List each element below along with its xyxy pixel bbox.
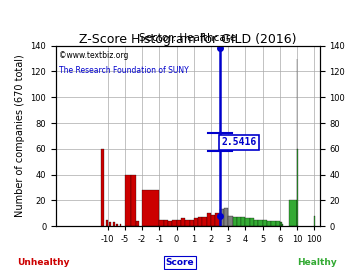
Bar bbox=[281, 222, 282, 226]
Bar bbox=[181, 218, 185, 226]
Bar bbox=[142, 190, 159, 226]
Text: The Research Foundation of SUNY: The Research Foundation of SUNY bbox=[59, 66, 188, 75]
Bar bbox=[215, 213, 220, 226]
Bar bbox=[113, 222, 114, 226]
Bar bbox=[185, 220, 189, 226]
Bar bbox=[258, 220, 263, 226]
Bar bbox=[241, 217, 246, 226]
Bar bbox=[211, 215, 215, 226]
Bar bbox=[224, 208, 228, 226]
Bar bbox=[198, 217, 202, 226]
Bar bbox=[202, 217, 207, 226]
Bar bbox=[246, 218, 250, 226]
Bar bbox=[233, 217, 237, 226]
Bar bbox=[106, 220, 108, 226]
Bar bbox=[125, 175, 131, 226]
Text: Score: Score bbox=[166, 258, 194, 267]
Text: Healthy: Healthy bbox=[297, 258, 337, 267]
Bar bbox=[276, 221, 280, 226]
Bar bbox=[254, 220, 258, 226]
Bar bbox=[288, 200, 297, 226]
Bar bbox=[207, 213, 211, 226]
Bar bbox=[237, 217, 241, 226]
Bar bbox=[131, 175, 136, 226]
Y-axis label: Number of companies (670 total): Number of companies (670 total) bbox=[15, 55, 25, 217]
Text: Unhealthy: Unhealthy bbox=[17, 258, 69, 267]
Bar bbox=[116, 224, 118, 226]
Text: Sector: Healthcare: Sector: Healthcare bbox=[139, 33, 237, 43]
Bar bbox=[189, 220, 194, 226]
Bar bbox=[109, 222, 111, 226]
Bar bbox=[267, 221, 271, 226]
Bar bbox=[280, 222, 281, 226]
Bar bbox=[168, 221, 172, 226]
Bar bbox=[194, 218, 198, 226]
Bar bbox=[177, 220, 181, 226]
Bar bbox=[101, 149, 104, 226]
Bar bbox=[164, 220, 168, 226]
Title: Z-Score Histogram for GILD (2016): Z-Score Histogram for GILD (2016) bbox=[79, 33, 297, 46]
Bar bbox=[136, 221, 139, 226]
Bar bbox=[250, 218, 254, 226]
Bar bbox=[120, 224, 121, 226]
Text: ©www.textbiz.org: ©www.textbiz.org bbox=[59, 51, 128, 60]
Bar bbox=[220, 210, 224, 226]
Bar bbox=[271, 221, 276, 226]
Bar bbox=[159, 220, 164, 226]
Bar bbox=[172, 220, 177, 226]
Text: 2.5416: 2.5416 bbox=[221, 137, 256, 147]
Bar bbox=[282, 224, 283, 226]
Bar bbox=[228, 216, 233, 226]
Bar bbox=[263, 220, 267, 226]
